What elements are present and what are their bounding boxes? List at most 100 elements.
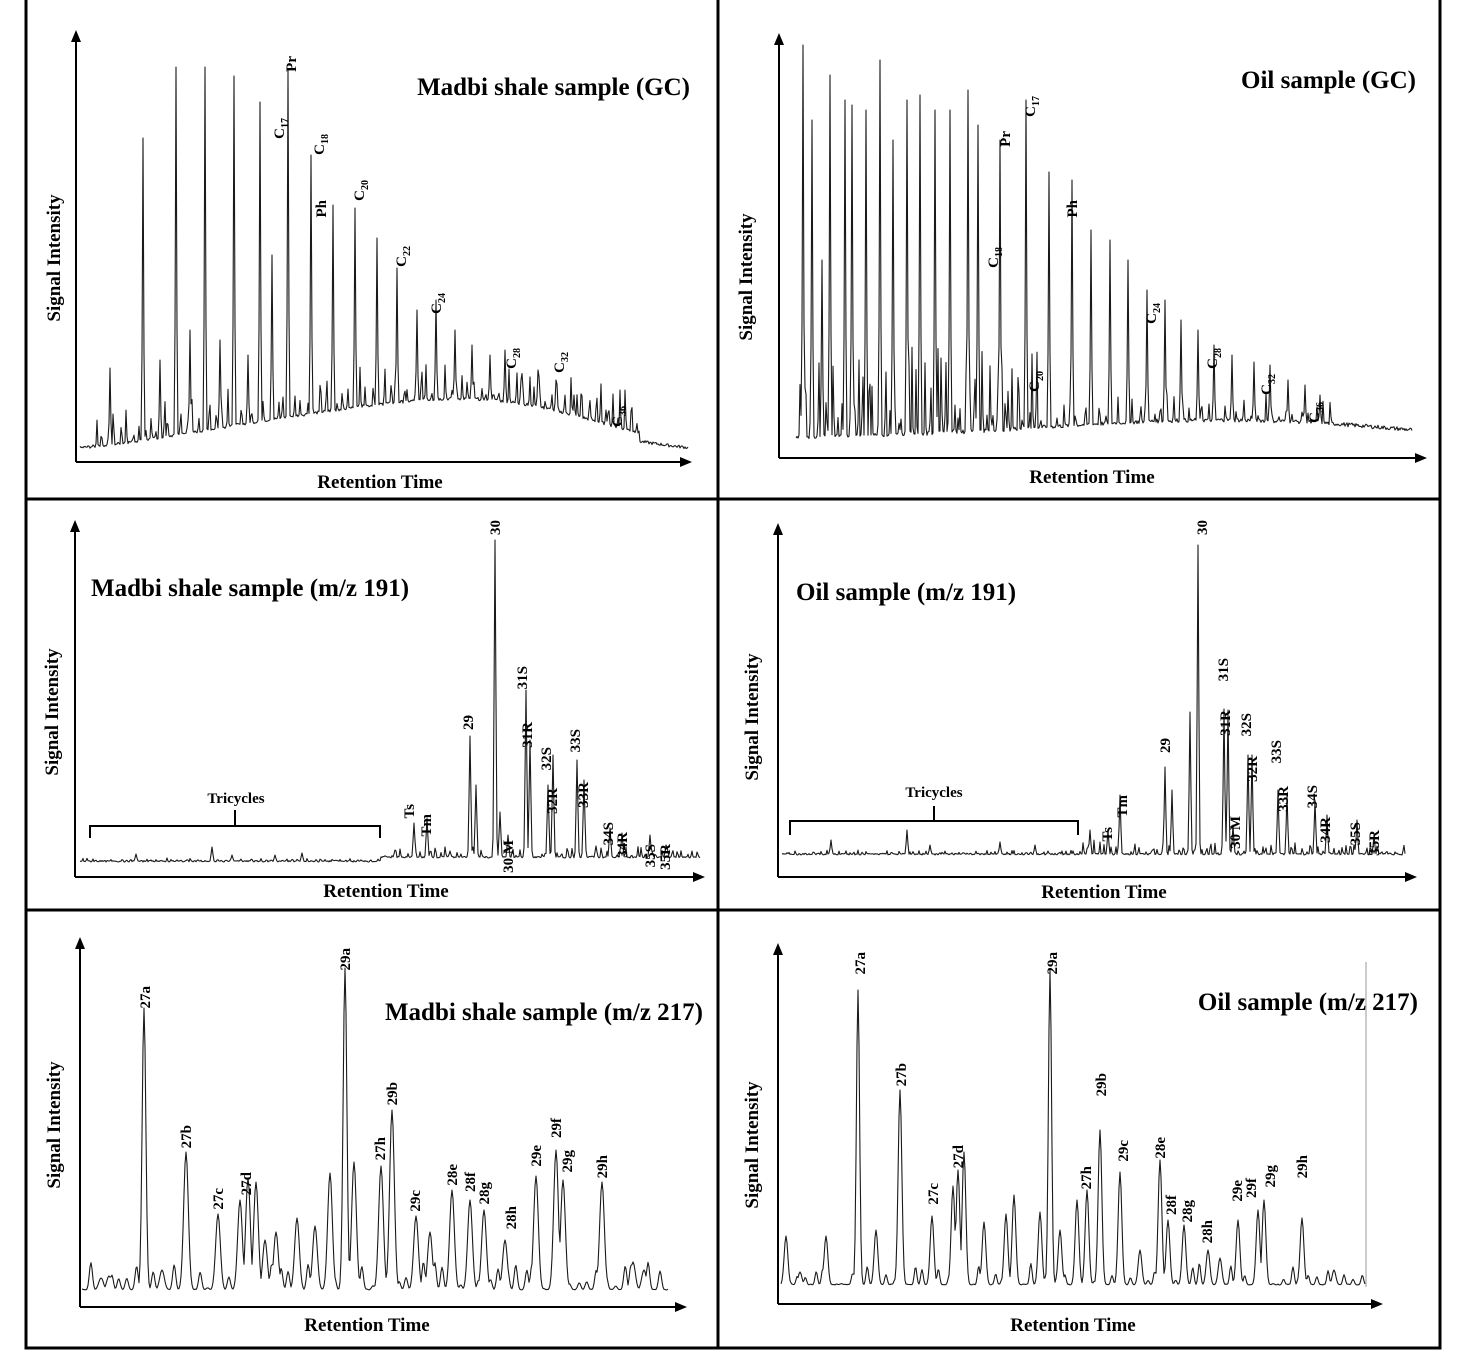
chart-title: Oil sample (m/z 191) bbox=[796, 579, 1016, 606]
peak-label: 31S bbox=[515, 666, 531, 689]
peak-label: 33R bbox=[576, 782, 592, 808]
panel-madbi-mz191: Madbi shale sample (m/z 191) Retention T… bbox=[42, 520, 705, 902]
peak-label: 29h bbox=[595, 1154, 611, 1178]
peak-label: 28h bbox=[504, 1205, 520, 1229]
peak-label: C28 bbox=[504, 348, 523, 369]
x-axis-arrow bbox=[1371, 1299, 1383, 1309]
chromatogram-trace bbox=[79, 66, 689, 450]
peak-label: 28h bbox=[1200, 1219, 1216, 1243]
tricycles-bracket bbox=[89, 810, 381, 838]
peak-label: Tm bbox=[1115, 794, 1131, 817]
chromatogram-trace bbox=[780, 969, 1366, 1286]
chart-title: Madbi shale sample (GC) bbox=[417, 74, 690, 101]
x-axis-label: Retention Time bbox=[1029, 467, 1154, 488]
peak-label: 33R bbox=[1276, 786, 1292, 812]
peak-label: Ts bbox=[402, 804, 418, 819]
peak-label: C17 bbox=[1023, 96, 1042, 117]
peak-label: 29b bbox=[1094, 1073, 1110, 1096]
tricycles-label: Tricycles bbox=[207, 791, 264, 807]
peak-label: C22 bbox=[394, 246, 413, 267]
chromatogram-trace bbox=[795, 44, 1413, 440]
y-axis-label: Signal Intensity bbox=[42, 648, 63, 776]
peak-label: Pr bbox=[284, 56, 300, 72]
trace-line bbox=[79, 539, 701, 863]
y-axis-label: Signal Intensity bbox=[44, 1061, 65, 1189]
chart-title: Madbi shale sample (m/z 217) bbox=[385, 999, 703, 1026]
peak-label: 33S bbox=[1269, 740, 1285, 763]
peak-label: C32 bbox=[1259, 374, 1278, 395]
peak-label: 30 M bbox=[1228, 816, 1244, 849]
y-axis-arrow bbox=[75, 937, 85, 949]
peak-label: 29f bbox=[549, 1117, 565, 1138]
peak-label: 32R bbox=[1245, 756, 1261, 782]
peak-label: 35R bbox=[658, 844, 674, 870]
peak-label: C20 bbox=[352, 180, 371, 201]
peak-label: 27h bbox=[373, 1136, 389, 1160]
peak-label: 28f bbox=[1164, 1194, 1180, 1215]
peak-label: Ph bbox=[1065, 199, 1081, 217]
x-axis-label: Retention Time bbox=[317, 472, 442, 493]
peak-label: 32R bbox=[545, 788, 561, 814]
peak-label: 29a bbox=[338, 948, 354, 971]
peak-label: Ts bbox=[1100, 827, 1116, 842]
peak-label: 34R bbox=[1318, 817, 1334, 843]
trace-line bbox=[780, 969, 1366, 1286]
peak-label: 28e bbox=[1153, 1137, 1169, 1159]
peak-label: 30 bbox=[1195, 520, 1211, 535]
trace-line bbox=[79, 66, 689, 450]
peak-label: 34S bbox=[601, 822, 617, 845]
y-axis-label: Signal Intensity bbox=[736, 213, 757, 341]
peak-label: 31R bbox=[1218, 710, 1234, 736]
peak-label: 29c bbox=[1116, 1140, 1132, 1162]
peak-label: 31R bbox=[520, 722, 536, 748]
peak-label: C18 bbox=[312, 134, 331, 155]
chart-title: Madbi shale sample (m/z 191) bbox=[91, 575, 409, 602]
peak-label: 31S bbox=[1216, 658, 1232, 681]
trace-line bbox=[795, 44, 1413, 440]
x-axis-arrow bbox=[693, 872, 705, 882]
panel-oil-gc: Oil sample (GC) Retention Time Signal In… bbox=[736, 33, 1427, 488]
y-axis-arrow bbox=[773, 523, 783, 535]
peak-label: C36 bbox=[1307, 402, 1326, 423]
chromatogram-trace bbox=[79, 539, 701, 863]
peak-label: 29 bbox=[461, 715, 477, 730]
chromatogram-trace bbox=[781, 544, 1406, 856]
peak-label: Ph bbox=[314, 199, 330, 217]
y-axis-label: Signal Intensity bbox=[742, 1081, 763, 1209]
peak-label: C18 bbox=[986, 247, 1005, 268]
peak-label: C24 bbox=[429, 293, 448, 314]
peak-label: 34S bbox=[1305, 785, 1321, 808]
peak-label: 27d bbox=[239, 1171, 255, 1195]
peak-label: 35S bbox=[1348, 822, 1364, 845]
y-axis-arrow bbox=[773, 943, 783, 955]
trace-line bbox=[82, 967, 669, 1291]
y-axis-label: Signal Intensity bbox=[44, 194, 65, 322]
y-axis-arrow bbox=[71, 30, 81, 42]
peak-label: 34R bbox=[615, 832, 631, 858]
peak-label: 29g bbox=[1263, 1165, 1279, 1188]
peak-label: 27a bbox=[138, 986, 154, 1009]
peak-label: 29b bbox=[385, 1082, 401, 1105]
x-axis-arrow bbox=[675, 1302, 687, 1312]
peak-label: 28g bbox=[1180, 1200, 1196, 1223]
peak-label: 27h bbox=[1079, 1165, 1095, 1189]
chromatogram-trace bbox=[82, 967, 669, 1291]
peak-label: Pr bbox=[998, 131, 1014, 147]
x-axis-arrow bbox=[1405, 872, 1417, 882]
peak-labels: Ts Tm 29 30 31S 31R 30 M 32S 32R 33S 33R 34S 34R 35S 3… bbox=[1100, 520, 1383, 856]
peak-label: 29e bbox=[1230, 1180, 1246, 1202]
peak-label: 30 bbox=[488, 520, 504, 535]
y-axis-arrow bbox=[774, 33, 784, 45]
x-axis-arrow bbox=[1415, 453, 1427, 463]
peak-label: 27c bbox=[211, 1188, 227, 1210]
peak-label: 29g bbox=[560, 1150, 576, 1173]
peak-label: 28g bbox=[477, 1182, 493, 1205]
panel-oil-mz191: Oil sample (m/z 191) Retention Time Sign… bbox=[742, 520, 1417, 903]
trace-line bbox=[781, 544, 1406, 856]
y-axis-arrow bbox=[70, 520, 80, 532]
